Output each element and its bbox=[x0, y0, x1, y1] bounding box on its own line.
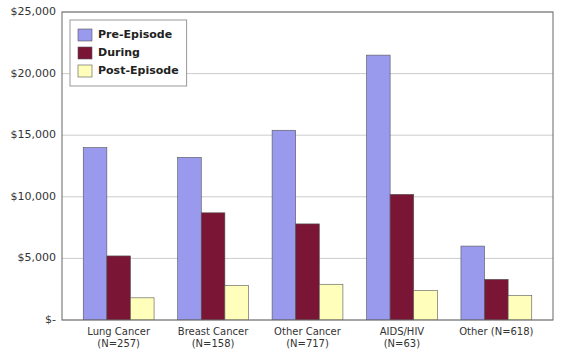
bars bbox=[83, 55, 532, 320]
legend-label: During bbox=[98, 46, 140, 59]
legend: Pre-Episode During Post-Episode bbox=[70, 20, 187, 86]
y-tick-label: $25,000 bbox=[11, 5, 57, 18]
bar bbox=[485, 279, 509, 320]
grid-line bbox=[62, 135, 553, 136]
grid-line bbox=[62, 196, 553, 197]
y-axis: $- $5,000 $10,000 $15,000 $20,000 $25,000 bbox=[11, 5, 57, 326]
legend-label: Pre-Episode bbox=[98, 28, 172, 41]
legend-box bbox=[70, 20, 187, 86]
legend-swatch bbox=[78, 65, 92, 77]
x-axis: Lung Cancer(N=257) Breast Cancer(N=158) Ot… bbox=[87, 326, 533, 349]
x-tick-label: AIDS/HIV(N=63) bbox=[380, 326, 425, 349]
bar bbox=[272, 130, 296, 320]
x-tick-line: AIDS/HIV bbox=[380, 326, 425, 337]
legend-label: Post-Episode bbox=[98, 64, 179, 77]
bar bbox=[390, 194, 414, 320]
x-tick-line: Lung Cancer bbox=[87, 326, 151, 337]
bar bbox=[225, 286, 249, 320]
bar bbox=[461, 246, 485, 320]
x-tick-line: Breast Cancer bbox=[178, 326, 249, 337]
bar bbox=[178, 157, 202, 320]
bar bbox=[319, 284, 343, 320]
bar bbox=[414, 290, 438, 320]
bar bbox=[83, 148, 107, 320]
y-tick-label: $5,000 bbox=[18, 251, 57, 264]
x-tick-line: Other Cancer bbox=[274, 326, 342, 337]
x-tick-line: (N=717) bbox=[286, 338, 329, 349]
x-tick-line: (N=63) bbox=[384, 338, 420, 349]
x-tick-line: (N=257) bbox=[97, 338, 140, 349]
plot-frame bbox=[62, 12, 553, 320]
bar bbox=[296, 224, 320, 320]
y-tick-label: $20,000 bbox=[11, 67, 57, 80]
x-tick-label: Other (N=618) bbox=[459, 326, 533, 337]
bar bbox=[201, 213, 225, 320]
x-tick-line: (N=158) bbox=[192, 338, 235, 349]
bar bbox=[367, 55, 391, 320]
bar bbox=[107, 256, 131, 320]
y-tick-label: $15,000 bbox=[11, 128, 57, 141]
grid bbox=[62, 12, 553, 320]
x-tick-label: Other Cancer(N=717) bbox=[274, 326, 342, 349]
bar bbox=[130, 298, 154, 320]
legend-swatch bbox=[78, 47, 92, 59]
bar bbox=[508, 295, 532, 320]
chart: $- $5,000 $10,000 $15,000 $20,000 $25,000 Lung… bbox=[0, 0, 565, 362]
y-tick-label: $- bbox=[45, 313, 56, 326]
x-tick-line: Other (N=618) bbox=[459, 326, 533, 337]
x-tick-label: Breast Cancer(N=158) bbox=[178, 326, 249, 349]
y-tick-label: $10,000 bbox=[11, 190, 57, 203]
x-tick-label: Lung Cancer(N=257) bbox=[87, 326, 151, 349]
legend-swatch bbox=[78, 29, 92, 41]
